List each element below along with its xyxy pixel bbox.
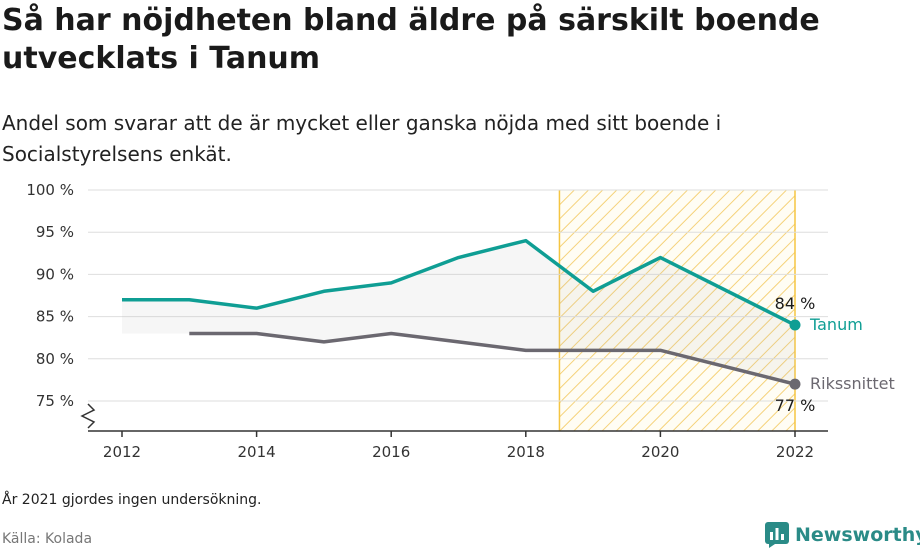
x-tick-label: 2014 (238, 443, 276, 461)
chart-subtitle: Andel som svarar att de är mycket eller … (2, 111, 722, 166)
newsworthy-icon (765, 522, 789, 548)
y-tick-label: 75 % (36, 392, 74, 410)
y-tick-label: 95 % (36, 223, 74, 241)
brand-name: Newsworthy (795, 524, 920, 546)
series-line-rikssnittet (189, 331, 796, 386)
y-tick-label: 85 % (36, 308, 74, 326)
x-tick-label: 2018 (507, 443, 545, 461)
endpoint-marker-rikssnittet (789, 378, 801, 390)
newsworthy-logo[interactable]: Newsworthy (765, 520, 920, 550)
end-value-label: 84 % (775, 294, 816, 313)
difference-area (122, 240, 795, 385)
end-value-label: 77 % (775, 396, 816, 415)
x-tick-label: 2012 (103, 443, 141, 461)
x-tick-label: 2020 (641, 443, 679, 461)
y-tick-label: 90 % (36, 265, 74, 283)
highlight-band (559, 190, 795, 431)
axis-break-icon (80, 403, 96, 429)
source-text: Källa: Kolada (2, 531, 93, 547)
series-label-tanum: Tanum (809, 315, 863, 334)
series-label-rikssnittet: Rikssnittet (810, 374, 895, 393)
endpoint-marker-tanum (789, 319, 801, 331)
footnote: År 2021 gjordes ingen undersökning. (2, 492, 262, 508)
y-tick-label: 100 % (26, 181, 74, 199)
x-tick-label: 2016 (372, 443, 410, 461)
y-tick-label: 80 % (36, 350, 74, 368)
chart-title: Så har nöjdheten bland äldre på särskilt… (2, 3, 820, 76)
x-tick-label: 2022 (776, 443, 814, 461)
series-line-tanum (122, 238, 796, 327)
